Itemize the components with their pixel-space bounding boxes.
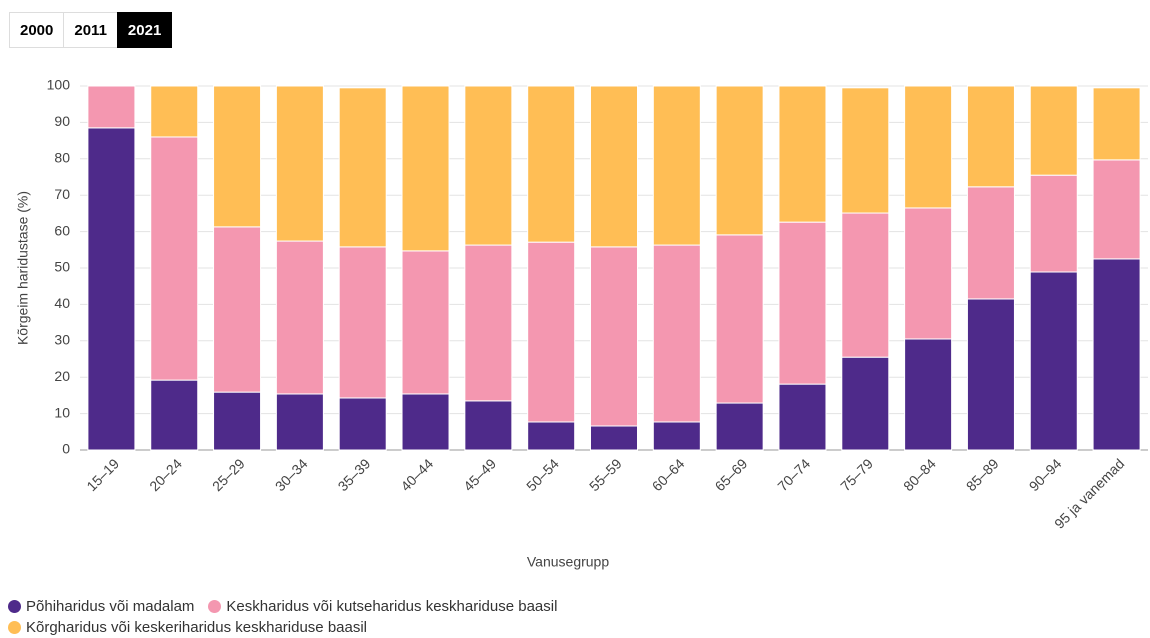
bar-segment — [150, 379, 199, 451]
bar-segment — [652, 85, 701, 246]
y-tick-label: 100 — [47, 77, 71, 93]
x-tick-label: 90–94 — [1026, 455, 1065, 494]
bar-segment — [275, 393, 324, 451]
bar-segment — [966, 186, 1015, 300]
tab[interactable]: 2021 — [116, 12, 173, 48]
bar-segment — [1029, 174, 1078, 273]
bar-segment — [652, 421, 701, 451]
x-tick-label: 80–84 — [900, 455, 939, 494]
x-tick-label: 70–74 — [774, 455, 813, 494]
legend-swatch — [8, 621, 21, 634]
bar-segment — [401, 393, 450, 451]
year-tabs: 2000 2011 2021 — [9, 12, 173, 48]
x-tick-label: 25–29 — [209, 455, 248, 494]
x-tick-label: 55–59 — [586, 455, 625, 494]
bar-segment — [87, 85, 136, 129]
bar-segment — [464, 244, 513, 402]
legend-swatch — [8, 600, 21, 613]
y-tick-label: 0 — [62, 441, 70, 457]
bar-segment — [338, 397, 387, 451]
legend-item: Põhiharidus või madalam — [8, 596, 194, 617]
bar-segment — [338, 246, 387, 399]
y-tick-label: 20 — [54, 368, 70, 384]
bar-segment — [966, 85, 1015, 188]
legend-label: Keskharidus või kutseharidus keskharidus… — [226, 598, 558, 615]
bar-segment — [464, 400, 513, 451]
x-tick-label: 60–64 — [649, 455, 688, 494]
bar-segment — [590, 425, 638, 451]
tab[interactable]: 2000 — [9, 12, 65, 48]
bar-segment — [1092, 159, 1141, 260]
legend-item: Keskharidus või kutseharidus keskharidus… — [208, 596, 557, 617]
y-tick-label: 40 — [54, 295, 70, 311]
bar-segment — [527, 421, 576, 451]
legend-label: Kõrgharidus või keskeriharidus keskharid… — [26, 619, 368, 636]
y-tick-label: 70 — [54, 186, 70, 202]
bar-segment — [150, 136, 199, 381]
bar-segment — [213, 391, 262, 451]
legend-swatch — [208, 600, 222, 613]
bar-segment — [904, 338, 953, 451]
bar-segment — [1092, 258, 1141, 451]
y-tick-label: 60 — [54, 222, 70, 238]
y-tick-label: 50 — [54, 259, 70, 275]
x-tick-label: 15–19 — [83, 455, 122, 494]
bar-segment — [904, 85, 953, 209]
tab[interactable]: 2011 — [63, 12, 118, 48]
bar-segment — [841, 212, 890, 358]
bar-segment — [966, 298, 1015, 451]
y-tick-label: 10 — [54, 404, 70, 420]
x-axis-label: Vanusegrupp — [527, 554, 609, 570]
bar-segment — [904, 207, 953, 340]
bar-segment — [275, 240, 324, 395]
bar-segment — [213, 85, 262, 228]
bar-segment — [1029, 85, 1078, 176]
bar-segment — [841, 356, 890, 451]
x-tick-label: 50–54 — [523, 455, 562, 494]
bar-segment — [401, 85, 450, 252]
bar-segment — [464, 85, 513, 246]
bar-segment — [338, 87, 387, 248]
legend-item: Kõrgharidus või keskeriharidus keskharid… — [8, 617, 367, 638]
x-tick-label: 35–39 — [335, 455, 374, 494]
x-tick-label: 45–49 — [460, 455, 499, 494]
bar-segment — [715, 402, 764, 451]
bar-segment — [590, 246, 638, 427]
bar-segment — [1029, 271, 1078, 451]
x-tick-label: 85–89 — [963, 455, 1002, 494]
x-tick-label: 30–34 — [272, 455, 311, 494]
x-tick-label: 65–69 — [712, 455, 751, 494]
x-tick-label: 40–44 — [397, 455, 436, 494]
bar-segment — [527, 241, 576, 423]
legend-label: Põhiharidus või madalam — [26, 598, 195, 615]
bar-segment — [841, 87, 890, 214]
bar-segment — [778, 221, 827, 385]
legend: Põhiharidus või madalam Keskharidus või k… — [8, 596, 768, 638]
chart: Vanusegrupp Kõrgeim haridustase (%) 0 10 2… — [15, 77, 1148, 570]
bar-segment — [1092, 87, 1141, 161]
x-tick-label: 20–24 — [146, 455, 185, 494]
y-tick-label: 80 — [54, 150, 70, 166]
bar-segment — [87, 127, 136, 451]
y-tick-label: 30 — [54, 332, 70, 348]
bar-segment — [715, 234, 764, 404]
bar-segment — [778, 383, 827, 451]
bar-segment — [527, 85, 576, 243]
bar-segment — [590, 85, 638, 248]
bar-segment — [401, 250, 450, 395]
bar-segment — [652, 244, 701, 423]
bar-segment — [150, 85, 199, 138]
bar-segment — [275, 85, 324, 242]
bar-segment — [715, 85, 764, 236]
bar-segment — [778, 85, 827, 223]
bar-segment — [213, 226, 262, 393]
y-tick-label: 90 — [54, 113, 70, 129]
y-axis-label: Kõrgeim haridustase (%) — [15, 191, 31, 345]
x-tick-label: 75–79 — [837, 455, 876, 494]
